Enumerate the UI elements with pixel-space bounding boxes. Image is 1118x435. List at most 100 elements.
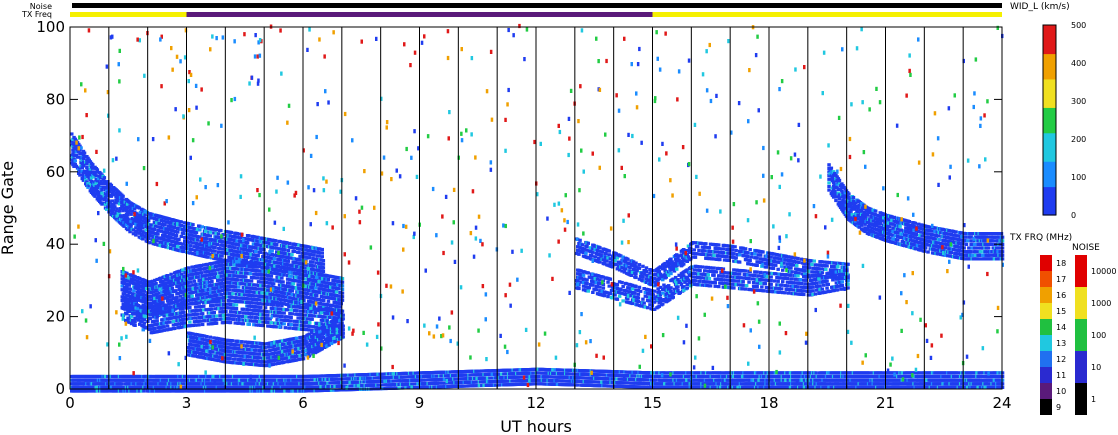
data-cell — [247, 234, 251, 238]
data-cell — [218, 250, 222, 254]
data-cell — [218, 246, 222, 251]
data-cell — [80, 177, 84, 181]
data-cell — [254, 246, 258, 250]
data-cell — [87, 172, 91, 177]
data-cell — [213, 246, 217, 250]
data-cell — [166, 242, 171, 246]
data-cell — [165, 231, 169, 235]
data-cell — [658, 374, 662, 379]
data-cell — [70, 139, 74, 143]
data-cell — [78, 151, 82, 155]
data-cell — [642, 385, 646, 389]
data-cell — [167, 239, 172, 243]
data-cell — [88, 174, 93, 178]
data-cell — [100, 191, 104, 195]
data-cell — [186, 236, 190, 240]
data-cell — [198, 228, 202, 232]
data-cell — [84, 178, 88, 182]
data-cell — [87, 169, 91, 173]
data-cell — [276, 374, 280, 379]
data-cell — [190, 226, 194, 230]
data-cell — [412, 382, 416, 386]
data-cell — [176, 219, 180, 223]
data-cell — [557, 379, 561, 383]
data-cell — [86, 182, 90, 186]
data-cell — [653, 378, 658, 382]
data-cell — [89, 389, 94, 393]
data-cell — [424, 378, 428, 382]
data-cell — [101, 185, 105, 189]
data-cell — [94, 192, 98, 196]
data-cell — [477, 384, 482, 388]
data-cell — [227, 255, 231, 259]
data-cell — [84, 160, 88, 164]
data-cell — [379, 383, 384, 387]
data-cell — [117, 202, 122, 206]
data-cell — [73, 159, 77, 163]
data-cell — [640, 371, 645, 375]
data-cell — [259, 243, 264, 247]
data-cell — [244, 259, 249, 263]
data-cell — [329, 388, 334, 392]
data-cell — [81, 171, 86, 175]
data-cell — [385, 383, 390, 387]
data-cell — [788, 385, 793, 389]
data-cell — [70, 161, 74, 165]
data-cell — [435, 381, 440, 385]
data-cell — [85, 162, 89, 166]
data-cell — [664, 371, 668, 375]
data-cell — [72, 161, 76, 165]
data-cell — [220, 254, 224, 258]
data-cell — [171, 240, 175, 244]
data-cell — [74, 150, 79, 154]
data-cell — [86, 389, 90, 393]
data-cell — [82, 155, 87, 159]
data-cell — [559, 368, 563, 372]
data-cell — [144, 232, 149, 236]
data-cell — [103, 374, 108, 379]
data-cell — [191, 223, 195, 227]
data-cell — [377, 383, 382, 387]
data-cell — [488, 376, 492, 380]
data-cell — [81, 178, 86, 182]
data-cell — [986, 382, 991, 386]
data-cell — [120, 382, 124, 386]
data-cell — [228, 385, 232, 389]
data-cell — [497, 368, 502, 373]
data-cell — [111, 189, 116, 193]
data-cell — [567, 372, 571, 376]
data-cell — [482, 383, 486, 387]
data-cell — [157, 229, 161, 233]
data-cell — [73, 144, 77, 149]
data-cell — [85, 173, 89, 177]
data-cell — [78, 173, 82, 177]
data-cell — [121, 194, 125, 198]
data-cell — [575, 383, 580, 387]
data-cell — [283, 248, 287, 252]
data-cell — [215, 242, 220, 246]
data-cell — [86, 156, 90, 160]
data-cell — [214, 231, 218, 235]
data-cell — [937, 385, 942, 389]
data-cell — [263, 251, 267, 255]
data-cell — [180, 382, 185, 386]
data-cell — [192, 241, 196, 245]
data-cell — [78, 169, 82, 174]
data-cell — [151, 234, 156, 238]
data-cell — [103, 202, 108, 206]
data-cell — [1000, 378, 1005, 382]
data-cell — [94, 170, 98, 174]
data-cell — [970, 374, 974, 379]
data-cell — [81, 149, 86, 153]
data-cell — [111, 193, 116, 197]
data-cell — [141, 233, 145, 237]
data-cell — [137, 231, 142, 235]
data-cell — [245, 241, 250, 245]
data-cell — [188, 251, 193, 255]
data-cell — [130, 209, 135, 213]
data-cell — [106, 205, 110, 209]
data-cell — [89, 176, 94, 180]
data-cell — [283, 389, 287, 393]
data-cell — [159, 237, 164, 241]
data-cell — [82, 176, 87, 181]
